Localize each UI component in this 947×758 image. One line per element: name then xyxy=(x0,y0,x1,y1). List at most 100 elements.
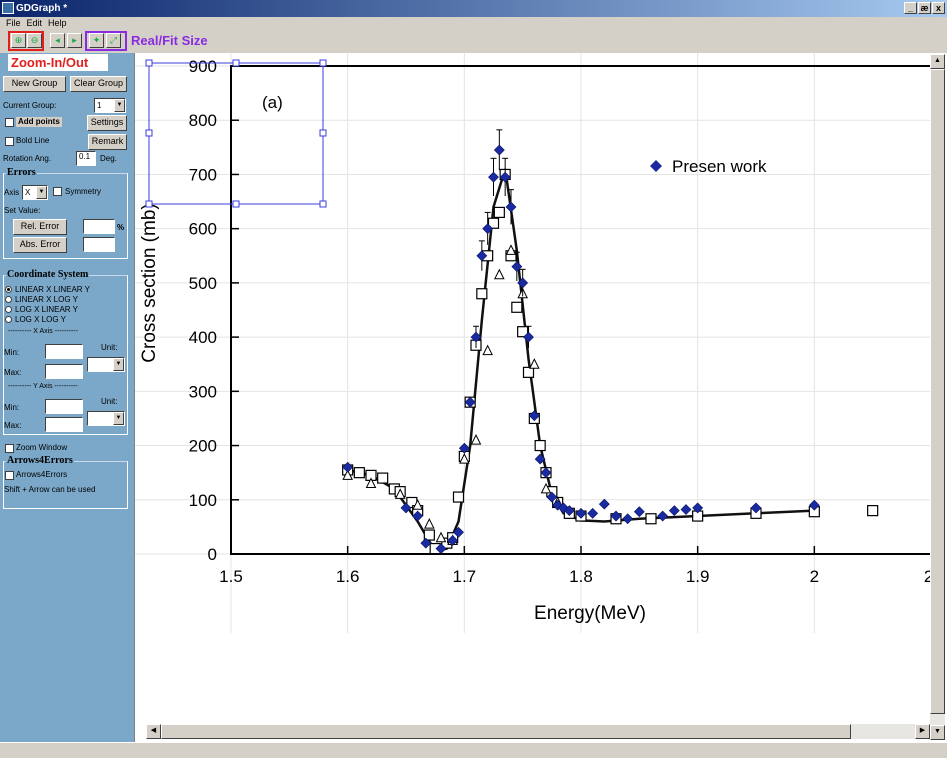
settings-button[interactable]: Settings xyxy=(87,115,127,131)
diamond-point xyxy=(400,502,412,514)
new-group-button[interactable]: New Group xyxy=(3,76,66,92)
panel-label: (a) xyxy=(262,93,283,112)
coord-option-label: LINEAR X LINEAR Y xyxy=(15,285,90,294)
close-button[interactable]: x xyxy=(932,2,945,14)
diamond-point xyxy=(692,502,704,514)
scroll-left-icon[interactable]: ◀ xyxy=(146,724,161,739)
selection-handle[interactable] xyxy=(232,200,240,208)
vertical-scroll-thumb[interactable] xyxy=(930,69,945,714)
y-axis-separator: ---------- Y Axis ---------- xyxy=(8,383,78,390)
x-tick-label: 1.8 xyxy=(569,567,593,586)
square-point xyxy=(522,366,535,378)
horizontal-scroll-thumb[interactable] xyxy=(161,724,851,739)
current-group-select[interactable]: 1 ▼ xyxy=(94,98,126,113)
minimize-button[interactable]: _ xyxy=(904,2,917,14)
triangle-point xyxy=(412,499,423,510)
diamond-point xyxy=(420,537,432,549)
current-group-value: 1 xyxy=(97,101,102,110)
menu-help[interactable]: Help xyxy=(48,18,67,28)
triangle-point xyxy=(540,482,552,494)
rel-error-button[interactable]: Rel. Error xyxy=(13,219,67,235)
zoom-window-label: Zoom Window xyxy=(16,443,68,452)
radio-log-log[interactable] xyxy=(5,316,12,323)
y-tick-label: 800 xyxy=(189,111,217,130)
symmetry-checkbox[interactable] xyxy=(53,187,62,196)
selection-handle[interactable] xyxy=(319,129,327,137)
add-points-checkbox[interactable] xyxy=(5,118,14,127)
zoom-label: Zoom-In/Out xyxy=(8,54,108,71)
x-max-input[interactable] xyxy=(45,364,83,379)
horizontal-scrollbar[interactable]: ◀ ▶ xyxy=(146,724,930,739)
diamond-point xyxy=(476,250,488,262)
rotation-label: Rotation Ang. xyxy=(3,154,52,163)
selection-handle[interactable] xyxy=(232,59,240,67)
x-unit-select[interactable]: ▼ xyxy=(87,357,125,372)
zoom-out-icon[interactable]: ⊖ xyxy=(27,33,42,48)
selection-handle[interactable] xyxy=(319,59,327,67)
arrow-right-icon[interactable]: ▸ xyxy=(67,33,82,48)
y-min-input[interactable] xyxy=(45,399,83,414)
abs-error-button[interactable]: Abs. Error xyxy=(13,237,67,253)
clear-group-button[interactable]: Clear Group xyxy=(70,76,127,92)
x-min-input[interactable] xyxy=(45,344,83,359)
triangle-point xyxy=(494,268,505,280)
app-icon xyxy=(2,2,14,14)
diamond-point xyxy=(622,513,634,525)
rel-error-input[interactable] xyxy=(83,219,115,234)
menu-edit[interactable]: Edit xyxy=(26,18,43,28)
y-max-input[interactable] xyxy=(45,417,83,432)
fit-size-icon[interactable]: ⤢ xyxy=(106,33,121,48)
y-min-label: Min: xyxy=(4,403,20,412)
real-size-icon[interactable]: ✦ xyxy=(89,33,104,48)
zoom-in-icon[interactable]: ⊕ xyxy=(11,33,26,48)
square-point xyxy=(511,301,523,313)
axis-select[interactable]: X ▼ xyxy=(22,185,48,200)
diamond-point xyxy=(587,507,599,519)
y-unit-select[interactable]: ▼ xyxy=(87,411,125,426)
scroll-up-icon[interactable]: ▲ xyxy=(930,54,945,69)
square-point xyxy=(423,529,435,541)
selection-box[interactable] xyxy=(145,59,327,208)
radio-linear-log[interactable] xyxy=(5,296,12,303)
triangle-point xyxy=(435,531,447,543)
remark-button[interactable]: Remark xyxy=(88,134,127,150)
menu-file[interactable]: File xyxy=(6,18,21,28)
arrows4errors-checkbox[interactable] xyxy=(5,471,14,480)
square-point xyxy=(645,513,657,525)
diamond-point xyxy=(575,507,587,519)
diamond-point xyxy=(453,526,464,538)
triangle-point xyxy=(394,488,406,499)
bold-line-checkbox[interactable] xyxy=(5,137,14,146)
maximize-button[interactable]: æ xyxy=(918,2,931,14)
selection-handle[interactable] xyxy=(145,59,153,67)
selection-handle[interactable] xyxy=(145,200,153,208)
selection-handle[interactable] xyxy=(319,200,327,208)
plot-canvas[interactable]: 1.5 1.6 1.7 1.8 1.9 2 2. 0 100 200 300 400 500 600 700… xyxy=(134,53,947,742)
scroll-down-icon[interactable]: ▼ xyxy=(930,725,945,740)
add-points-label: Add points xyxy=(16,117,62,127)
menu-bar: File Edit Help xyxy=(0,17,947,29)
scroll-right-icon[interactable]: ▶ xyxy=(915,724,930,739)
selection-handle[interactable] xyxy=(145,129,153,137)
diamond-point xyxy=(534,453,546,465)
rotation-input[interactable]: 0.1 xyxy=(76,151,96,166)
zoom-window-checkbox[interactable] xyxy=(5,444,14,453)
window-controls: _ æ x xyxy=(904,2,945,14)
abs-error-input[interactable] xyxy=(83,237,115,252)
y-tick-label: 400 xyxy=(189,328,217,347)
y-tick-label: 600 xyxy=(189,220,217,239)
errors-title: Errors xyxy=(6,167,37,178)
chevron-down-icon: ▼ xyxy=(114,99,125,112)
x-axis-separator: ---------- X Axis ---------- xyxy=(8,328,78,335)
radio-linear-linear[interactable] xyxy=(5,286,12,293)
grid-lines xyxy=(135,53,931,633)
arrow-left-icon[interactable]: ◂ xyxy=(50,33,65,48)
radio-log-linear[interactable] xyxy=(5,306,12,313)
shift-hint: Shift + Arrow can be used xyxy=(4,485,96,494)
square-point xyxy=(534,439,546,452)
triangle-point xyxy=(365,477,377,489)
title-bar: GDGraph * _ æ x xyxy=(0,0,947,17)
triangle-point xyxy=(505,244,517,255)
rotation-unit: Deg. xyxy=(100,154,117,163)
vertical-scrollbar[interactable]: ▲ ▼ xyxy=(930,54,945,740)
